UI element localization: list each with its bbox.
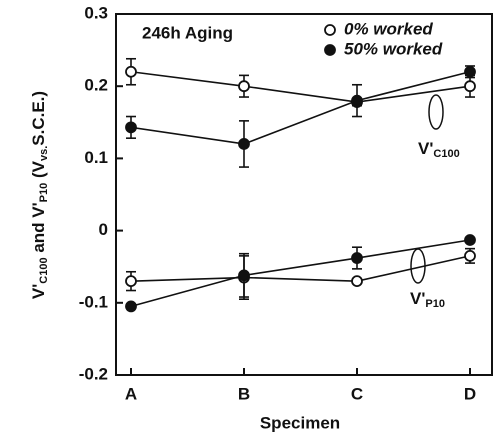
data-point — [351, 252, 363, 264]
y-tick-label: -0.1 — [79, 292, 108, 311]
y-label-part: S.C.E.) — [29, 91, 48, 146]
legend-label: 0% worked — [344, 19, 433, 38]
data-point — [125, 65, 137, 78]
data-point — [464, 249, 476, 262]
y-axis-label: V'C100 and V'P10 (Vvs.S.C.E.) — [29, 91, 49, 299]
group-label-main: V' — [410, 289, 425, 308]
y-tick-label: 0 — [99, 220, 108, 239]
y-label-sub: vs. — [38, 146, 50, 161]
data-point — [238, 269, 250, 282]
data-point — [351, 94, 363, 107]
series-line — [130, 70, 471, 103]
y-label-part: (V — [29, 160, 48, 182]
plot-frame — [115, 13, 493, 376]
data-point — [125, 121, 137, 134]
legend-label: 50% worked — [344, 39, 443, 58]
data-point — [351, 275, 363, 288]
y-tick-label: -0.2 — [79, 364, 108, 383]
annotation: 246h Aging — [142, 23, 233, 42]
series-line — [130, 239, 471, 308]
y-label-sub: C100 — [38, 257, 50, 283]
data-point — [125, 300, 137, 313]
series-line — [130, 255, 471, 282]
series-line — [130, 70, 471, 145]
data-point — [238, 80, 250, 93]
x-axis-label: Specimen — [260, 413, 340, 432]
x-tick-label: C — [351, 384, 363, 403]
y-tick-label: 0.2 — [84, 76, 108, 95]
y-label-part: and V' — [29, 202, 48, 257]
group-label-main: V' — [418, 139, 433, 158]
legend-marker — [324, 44, 336, 56]
x-tick-label: D — [464, 384, 476, 403]
y-label-sub: P10 — [38, 183, 50, 203]
data-point — [464, 65, 476, 78]
group-label: V'P10 — [410, 289, 445, 309]
group-loop — [428, 94, 444, 130]
data-point — [464, 234, 476, 246]
data-point — [238, 138, 250, 150]
y-label-part: V' — [29, 284, 48, 299]
data-point — [125, 275, 137, 288]
legend-marker — [324, 24, 336, 36]
y-tick-label: 0.3 — [84, 3, 108, 22]
x-tick-label: B — [238, 384, 250, 403]
y-tick-label: 0.1 — [84, 148, 108, 167]
group-label: V'C100 — [418, 139, 460, 159]
data-point — [464, 80, 476, 93]
x-tick-label: A — [125, 384, 137, 403]
group-label-sub: C100 — [433, 148, 459, 160]
group-label-sub: P10 — [425, 298, 445, 310]
